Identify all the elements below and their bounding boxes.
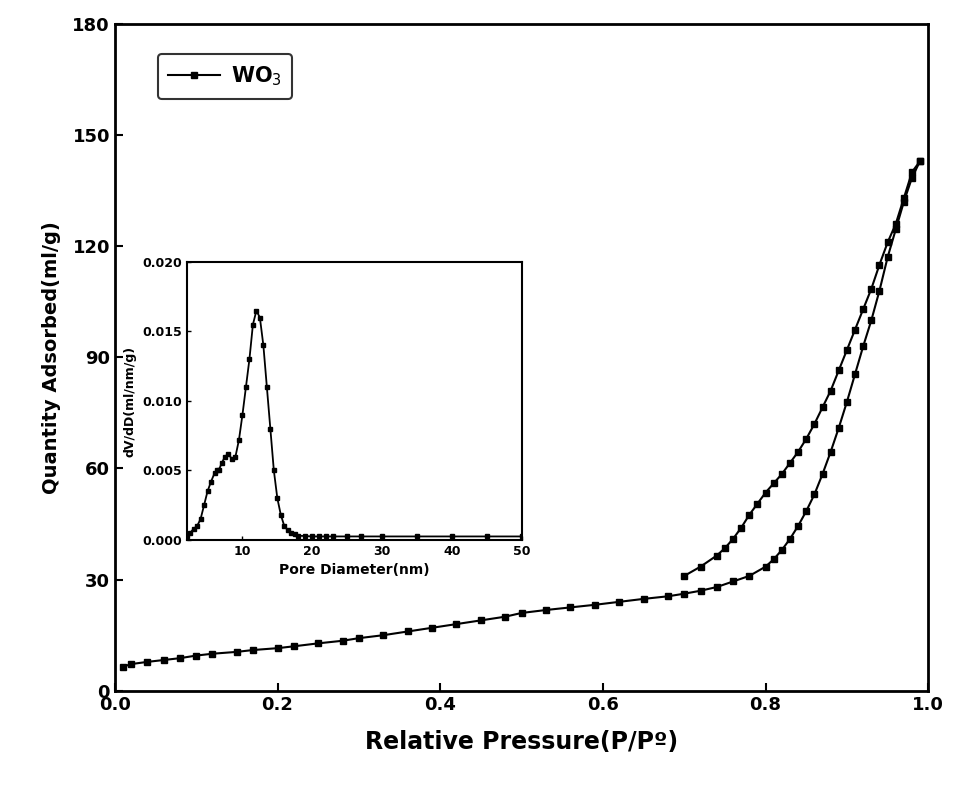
Y-axis label: Quantity Adsorbed(ml/g): Quantity Adsorbed(ml/g) bbox=[42, 221, 61, 494]
Line: WO$_3$: WO$_3$ bbox=[120, 157, 924, 670]
WO$_3$ bbox=[613, 597, 625, 607]
X-axis label: Pore Diameter(nm): Pore Diameter(nm) bbox=[278, 563, 430, 577]
Y-axis label: dV/dD(ml/nm/g): dV/dD(ml/nm/g) bbox=[123, 345, 137, 457]
WO$_3$ bbox=[744, 571, 755, 580]
X-axis label: Relative Pressure(P/Pº): Relative Pressure(P/Pº) bbox=[365, 730, 679, 754]
WO$_3$ bbox=[174, 653, 186, 663]
WO$_3$ bbox=[768, 554, 780, 564]
WO$_3$ bbox=[915, 156, 926, 166]
WO$_3$ bbox=[475, 615, 486, 625]
WO$_3$ bbox=[117, 662, 128, 672]
Legend: WO$_3$: WO$_3$ bbox=[158, 54, 292, 98]
WO$_3$ bbox=[882, 252, 894, 262]
